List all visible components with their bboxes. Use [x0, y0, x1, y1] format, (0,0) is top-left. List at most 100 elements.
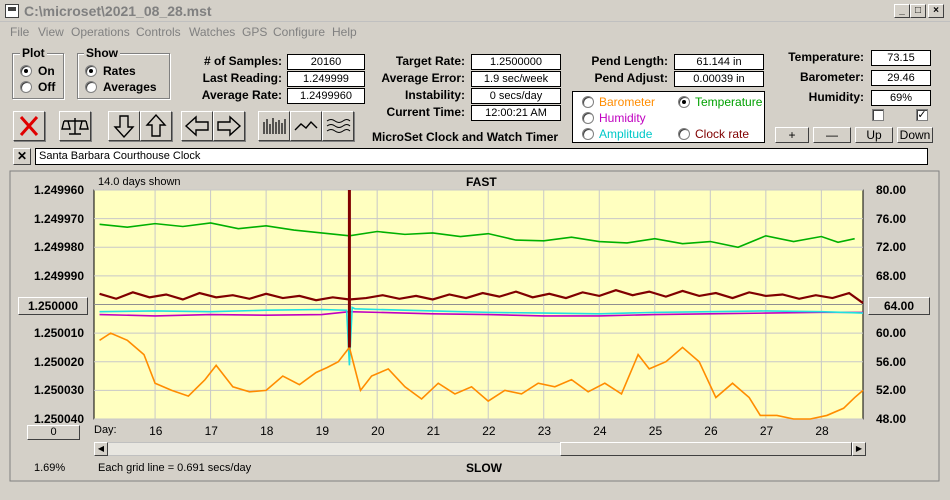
- scroll-left-button[interactable]: ◀: [94, 442, 108, 456]
- arrow-left-button[interactable]: [181, 111, 213, 141]
- menu-operations[interactable]: Operations: [71, 25, 130, 39]
- menu-watches[interactable]: Watches: [189, 25, 236, 39]
- x-tick-label: 22: [482, 424, 496, 438]
- env-checkbox-2[interactable]: ✓: [916, 109, 928, 121]
- x-tick-label: 16: [149, 424, 163, 438]
- arrow-right-button[interactable]: [213, 111, 245, 141]
- menu-controls[interactable]: Controls: [136, 25, 181, 39]
- arrow-down-button[interactable]: [108, 111, 140, 141]
- watch-name-field[interactable]: Santa Barbara Courthouse Clock: [35, 148, 928, 165]
- offset-button[interactable]: 0: [27, 425, 80, 440]
- center-rate-button[interactable]: 1.250000: [18, 297, 88, 315]
- close-button[interactable]: ×: [928, 4, 944, 18]
- multi-line-view-button[interactable]: [322, 111, 354, 141]
- line-view-button[interactable]: [290, 111, 322, 141]
- menu-help[interactable]: Help: [332, 25, 357, 39]
- humidity-env-field: 69%: [871, 90, 931, 106]
- temperature-radio[interactable]: [678, 96, 690, 108]
- plus-button[interactable]: +: [775, 127, 809, 143]
- plot-on-label: On: [38, 64, 55, 78]
- stop-x-icon: [19, 116, 39, 136]
- clear-watch-button[interactable]: ✕: [13, 148, 31, 165]
- y-left-tick-label: 1.250010: [33, 326, 84, 341]
- plot-group-title: Plot: [20, 46, 47, 60]
- humidity-label: Humidity: [599, 111, 646, 125]
- up-button[interactable]: Up: [855, 127, 893, 143]
- y-right-tick-label: 76.00: [876, 211, 907, 226]
- current-time-label: Current Time:: [386, 105, 465, 119]
- clock-rate-radio[interactable]: [678, 128, 690, 140]
- pend-adjust-field: 0.00039 in: [674, 71, 764, 87]
- chart-bottom-label: SLOW: [466, 461, 502, 475]
- plot-on-radio[interactable]: [20, 65, 32, 77]
- barometer-env-label: Barometer:: [799, 70, 864, 84]
- x-tick-label: 17: [204, 424, 218, 438]
- y-left-tick-label: 1.249960: [33, 183, 84, 197]
- pend-length-label: Pend Length:: [591, 54, 668, 68]
- show-averages-radio[interactable]: [85, 81, 97, 93]
- menu-bar: File View Operations Controls Watches GP…: [0, 22, 950, 42]
- x-tick-label: 25: [648, 424, 663, 438]
- plot-off-radio[interactable]: [20, 81, 32, 93]
- minimize-button[interactable]: _: [894, 4, 910, 18]
- menu-configure[interactable]: Configure: [273, 25, 326, 39]
- temperature-env-label: Temperature:: [788, 50, 864, 64]
- x-tick-label: 19: [315, 424, 329, 438]
- x-tick-label: 24: [593, 424, 607, 438]
- balance-button[interactable]: [59, 111, 91, 141]
- multi-wave-icon: [326, 119, 351, 133]
- humidity-radio[interactable]: [582, 112, 594, 124]
- x-tick-label: 18: [260, 424, 274, 438]
- stop-button[interactable]: [13, 111, 45, 141]
- series-select-box: [572, 91, 765, 143]
- env-checkbox-1[interactable]: [872, 109, 884, 121]
- series-line-0: [99, 222, 855, 249]
- y-left-tick-label: 1.249990: [33, 268, 84, 283]
- x-tick-label: 21: [426, 424, 441, 438]
- show-rates-radio[interactable]: [85, 65, 97, 77]
- instability-label: Instability:: [404, 88, 465, 102]
- app-caption: MicroSet Clock and Watch Timer: [372, 130, 559, 144]
- show-group: [77, 53, 170, 99]
- y-right-tick-label: 68.00: [876, 268, 907, 283]
- menu-file[interactable]: File: [10, 25, 30, 39]
- show-group-title: Show: [84, 46, 120, 60]
- menu-view[interactable]: View: [38, 25, 64, 39]
- series-line-4: [99, 332, 864, 420]
- bars-icon: [263, 118, 286, 134]
- barometer-env-field: 29.46: [871, 70, 931, 86]
- menu-gps[interactable]: GPS: [242, 25, 268, 39]
- amplitude-radio[interactable]: [582, 128, 594, 140]
- barometer-radio[interactable]: [582, 96, 594, 108]
- center-temp-button[interactable]: 64.00: [868, 297, 930, 315]
- arrow-left-icon: [184, 115, 209, 137]
- arrow-up-icon: [145, 113, 167, 137]
- down-button[interactable]: Down: [897, 127, 933, 143]
- y-left-tick-label: 1.250040: [33, 412, 84, 426]
- app-icon[interactable]: [5, 4, 19, 18]
- days-shown-label: 14.0 days shown: [98, 176, 181, 188]
- y-left-tick-label: 1.250030: [33, 383, 84, 398]
- y-right-tick-label: 60.00: [876, 326, 907, 341]
- temperature-label: Temperature: [695, 95, 763, 109]
- last-reading-label: Last Reading:: [202, 71, 282, 85]
- arrow-up-button[interactable]: [140, 111, 172, 141]
- percent-label: 1.69%: [34, 462, 66, 474]
- target-rate-field: 1.2500000: [471, 54, 561, 70]
- target-rate-label: Target Rate:: [395, 54, 465, 68]
- scroll-right-button[interactable]: ▶: [852, 442, 866, 456]
- bars-view-button[interactable]: [258, 111, 290, 141]
- show-rates-label: Rates: [103, 64, 136, 78]
- scale-icon: [61, 118, 89, 135]
- y-right-tick-label: 72.00: [876, 240, 907, 255]
- minus-button[interactable]: —: [813, 127, 851, 143]
- average-error-label: Average Error:: [381, 71, 465, 85]
- x-tick-label: 20: [371, 424, 385, 438]
- temperature-env-field: 73.15: [871, 50, 931, 66]
- pend-length-field: 61.144 in: [674, 54, 764, 70]
- maximize-button[interactable]: □: [910, 4, 926, 18]
- y-left-tick-label: 1.249980: [33, 240, 84, 255]
- x-tick-label: 26: [704, 424, 718, 438]
- last-reading-field: 1.249999: [287, 71, 365, 87]
- scroll-thumb[interactable]: [560, 442, 852, 456]
